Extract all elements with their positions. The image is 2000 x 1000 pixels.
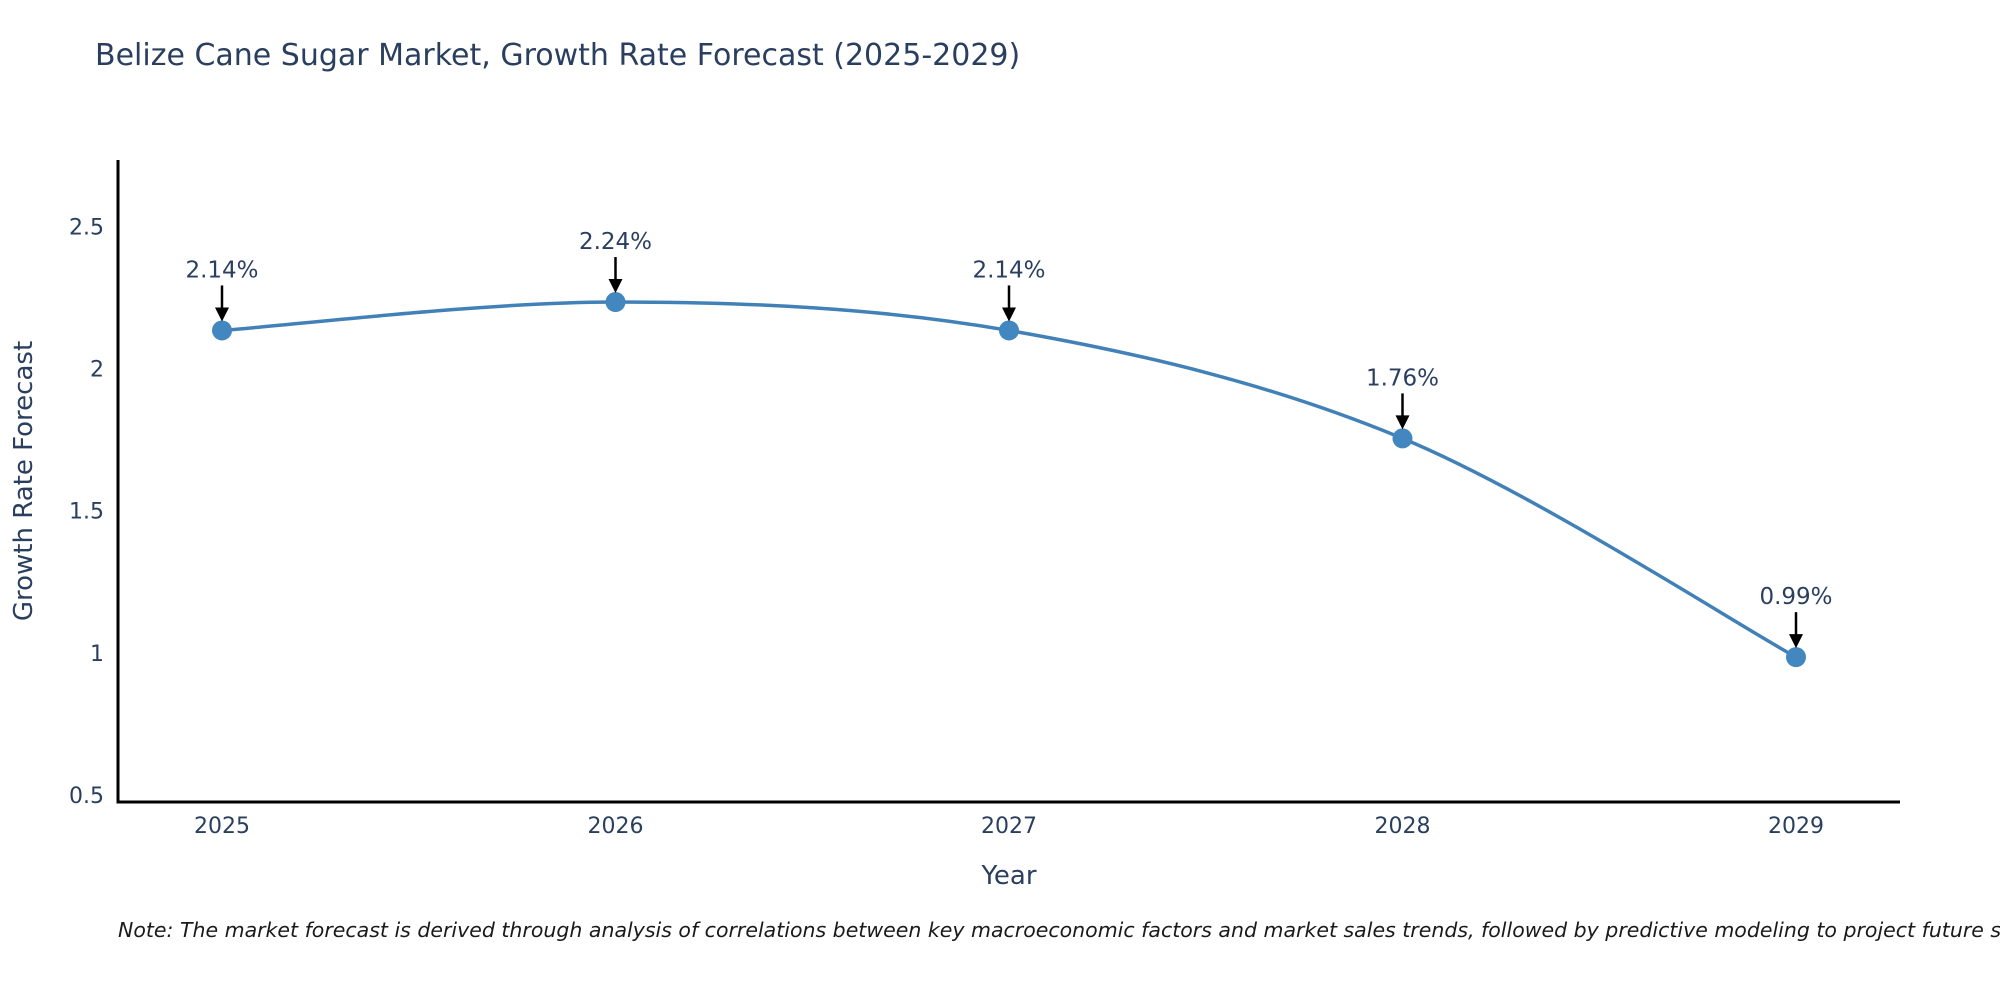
y-tick-label: 1.5	[69, 500, 104, 525]
growth-rate-series-line	[221, 300, 1797, 659]
data-point-label: 2.14%	[972, 257, 1045, 283]
x-tick-label: 2029	[1768, 814, 1824, 839]
y-tick-label: 2	[90, 358, 104, 383]
data-point-marker[interactable]	[212, 320, 232, 341]
data-point-label: 2.24%	[579, 229, 652, 255]
x-axis-title: Year	[980, 861, 1036, 891]
data-point-marker[interactable]	[605, 292, 626, 313]
data-point-marker[interactable]	[1392, 428, 1413, 449]
chart-title: Belize Cane Sugar Market, Growth Rate Fo…	[95, 38, 1021, 73]
annotation-arrowhead-icon	[1789, 634, 1803, 649]
y-axis-title: Growth Rate Forecast	[9, 341, 39, 621]
data-point-marker[interactable]	[1786, 647, 1806, 668]
annotation-arrowhead-icon	[215, 307, 229, 322]
x-tick-label: 2025	[194, 814, 250, 839]
footnote: Note: The market forecast is derived thr…	[118, 918, 2000, 942]
x-tick-label: 2027	[981, 814, 1037, 839]
y-tick-label: 1	[90, 642, 104, 667]
x-tick-label: 2028	[1375, 814, 1431, 839]
data-point-marker[interactable]	[999, 320, 1019, 341]
y-tick-label: 0.5	[69, 784, 104, 809]
y-tick-label: 2.5	[69, 216, 104, 241]
data-point-label: 1.76%	[1366, 365, 1439, 391]
annotation-arrowhead-icon	[1395, 415, 1410, 430]
x-tick-label: 2026	[588, 814, 644, 839]
data-point-label: 0.99%	[1759, 584, 1832, 610]
annotation-arrowhead-icon	[1002, 307, 1016, 322]
annotation-arrowhead-icon	[608, 279, 623, 294]
data-point-label: 2.14%	[185, 257, 258, 283]
